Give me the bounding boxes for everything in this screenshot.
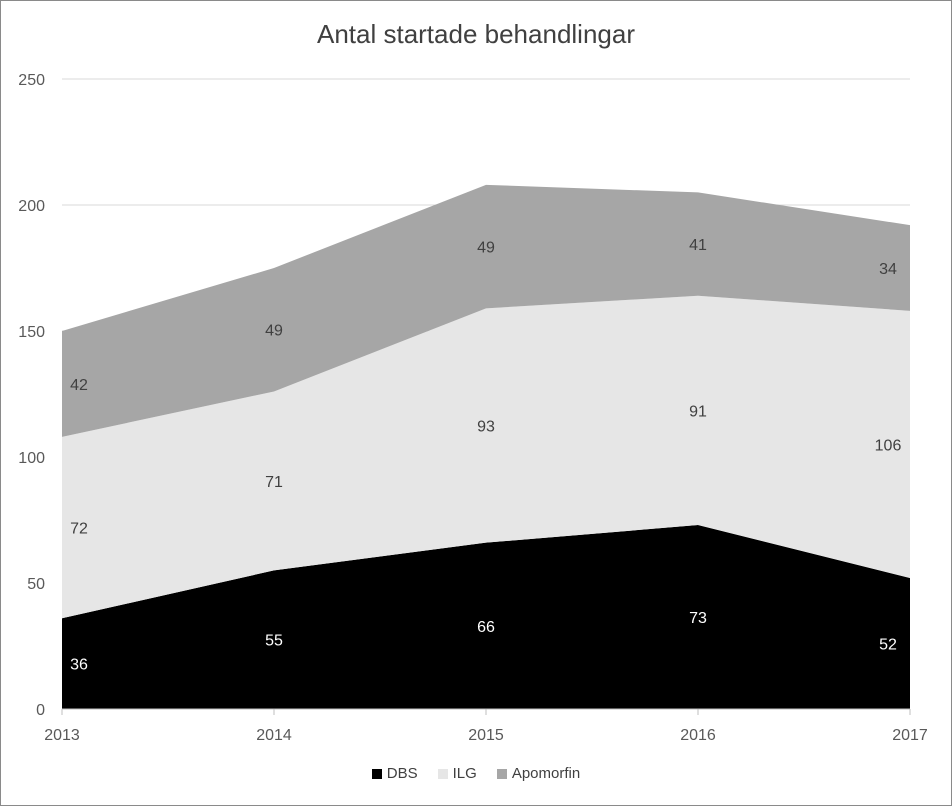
y-tick-label: 250: [18, 72, 45, 89]
data-label: 49: [265, 323, 283, 340]
data-label: 66: [477, 619, 495, 636]
legend-item-apomorfin: Apomorfin: [496, 765, 581, 782]
legend-label: ILG: [452, 765, 477, 782]
y-tick-label: 0: [36, 702, 45, 719]
data-label: 36: [70, 657, 88, 674]
legend-label: DBS: [386, 765, 418, 782]
legend-item-ilg: ILG: [437, 765, 477, 782]
data-label: 71: [265, 474, 283, 491]
chart-title: Antal startade behandlingar: [316, 19, 635, 49]
data-label: 41: [689, 237, 707, 254]
x-tick-label: 2014: [256, 727, 292, 744]
legend-label: Apomorfin: [511, 765, 581, 782]
data-label: 72: [70, 521, 88, 538]
data-label: 49: [477, 240, 495, 257]
y-tick-label: 150: [18, 324, 45, 341]
data-label: 93: [477, 419, 495, 436]
legend-item-dbs: DBS: [371, 765, 418, 782]
data-label: 91: [689, 403, 707, 420]
area-ilg: [62, 295, 910, 619]
y-tick-label: 200: [18, 198, 45, 215]
legend: DBS ILG Apomorfin: [1, 765, 951, 782]
data-label: 52: [879, 636, 897, 653]
area-apomorfin: [62, 184, 910, 437]
legend-swatch: [371, 768, 382, 779]
y-tick-label: 50: [27, 576, 45, 593]
x-tick-label: 2013: [44, 727, 80, 744]
data-label: 55: [265, 633, 283, 650]
area-dbs: [62, 525, 910, 709]
data-label: 42: [70, 377, 88, 394]
legend-swatch: [437, 768, 448, 779]
data-label: 106: [875, 437, 902, 454]
x-tick-label: 2017: [892, 727, 928, 744]
data-label: 73: [689, 610, 707, 627]
legend-swatch: [496, 768, 507, 779]
x-tick-label: 2015: [468, 727, 504, 744]
y-tick-label: 100: [18, 450, 45, 467]
x-tick-label: 2016: [680, 727, 716, 744]
data-label: 34: [879, 261, 897, 278]
